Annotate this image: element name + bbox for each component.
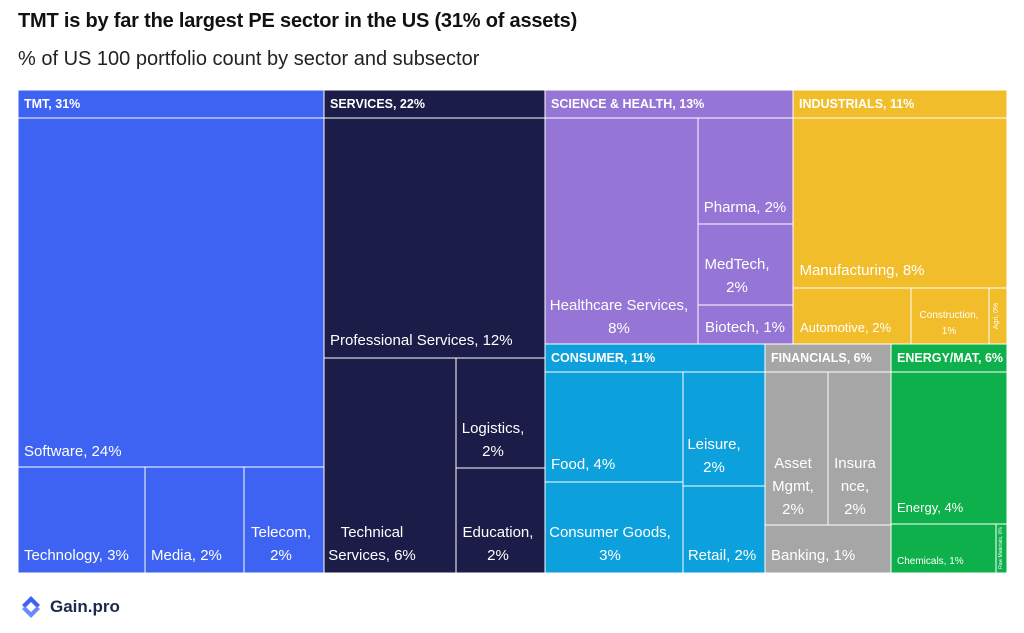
cell-label-medtech: 2% <box>726 279 748 296</box>
cell-retail <box>682 485 766 574</box>
cell-label-raw-materials: Raw Materials, 0% <box>998 527 1004 569</box>
cell-label-telecom: 2% <box>270 547 292 564</box>
sector-label-energy-mat: ENERGY/MAT, 6% <box>897 351 1003 365</box>
cell-label-medtech: MedTech, <box>704 256 769 273</box>
cell-banking <box>764 524 892 574</box>
cell-label-consumer-goods: Consumer Goods, <box>549 524 671 541</box>
cell-label-pharma: Pharma, 2% <box>704 199 787 216</box>
cell-media <box>144 466 245 574</box>
cell-label-technical-services: Services, 6% <box>328 547 416 564</box>
sector-header-financials <box>764 343 892 373</box>
sector-tmt: Software, 24% Technology, 3% Media, 2% Tele… <box>17 89 325 574</box>
sector-header-industrials <box>792 89 1008 119</box>
cell-pharma <box>697 117 794 225</box>
sector-industrials: Manufacturing, 8% Automotive, 2% Construct… <box>792 89 1008 345</box>
sector-financials: Asset Mgmt, 2% Insura nce, 2% Banking, 1% FINAN… <box>764 343 892 574</box>
cell-label-healthcare-services: Healthcare Services, <box>550 297 688 314</box>
sector-consumer: Food, 4% Consumer Goods, 3% Leisure, 2% Retai… <box>544 343 766 574</box>
cell-label-energy: Energy, 4% <box>897 500 964 515</box>
cell-label-education: 2% <box>487 547 509 564</box>
cell-label-consumer-goods: 3% <box>599 547 621 564</box>
cell-label-technology: Technology, 3% <box>24 547 129 564</box>
cell-telecom <box>243 466 325 574</box>
sector-label-financials: FINANCIALS, 6% <box>771 351 872 365</box>
cell-education <box>455 467 546 574</box>
cell-label-biotech: Biotech, 1% <box>705 319 785 336</box>
sector-header-tmt <box>17 89 325 119</box>
cell-label-insurance: Insura <box>834 455 876 472</box>
cell-construction <box>910 287 990 345</box>
cell-label-healthcare-services: 8% <box>608 320 630 337</box>
cell-label-banking: Banking, 1% <box>771 547 855 564</box>
chart-subtitle: % of US 100 portfolio count by sector an… <box>18 48 480 70</box>
cell-label-telecom: Telecom, <box>251 524 311 541</box>
cell-label-manufacturing: Manufacturing, 8% <box>799 262 924 279</box>
cell-consumer-goods <box>544 481 684 574</box>
cell-technical-services <box>323 357 457 574</box>
sector-science-and-health: Healthcare Services, 8% Pharma, 2% MedTech,… <box>544 89 794 345</box>
cell-software <box>17 117 325 468</box>
cell-medtech <box>697 223 794 306</box>
gain-pro-logo-icon <box>22 596 40 618</box>
cell-label-asset-mgmt: 2% <box>782 501 804 518</box>
cell-manufacturing <box>792 117 1008 289</box>
cell-raw-materials <box>995 523 1008 574</box>
cell-label-software: Software, 24% <box>24 443 122 460</box>
cell-label-logistics: 2% <box>482 443 504 460</box>
cell-label-insurance: nce, <box>841 478 869 495</box>
cell-healthcare-services <box>544 117 699 345</box>
gain-pro-logo: Gain.pro <box>18 594 120 620</box>
cell-food <box>544 371 684 483</box>
cell-label-construction: Construction, <box>920 310 979 321</box>
cell-label-media: Media, 2% <box>151 547 222 564</box>
cell-label-insurance: 2% <box>844 501 866 518</box>
cell-label-automotive: Automotive, 2% <box>800 320 891 335</box>
cell-label-leisure: 2% <box>703 459 725 476</box>
cell-energy <box>890 371 1008 525</box>
sector-header-energy-mat <box>890 343 1008 373</box>
sector-label-industrials: INDUSTRIALS, 11% <box>799 97 914 111</box>
cell-label-professional-services: Professional Services, 12% <box>330 332 513 349</box>
cell-label-retail: Retail, 2% <box>688 547 756 564</box>
cell-label-construction: 1% <box>942 326 957 337</box>
sector-services: Professional Services, 12% Technical Servi… <box>323 89 546 574</box>
cell-label-leisure: Leisure, <box>687 436 740 453</box>
sector-header-consumer <box>544 343 766 373</box>
cell-chemicals <box>890 523 997 574</box>
cell-label-food: Food, 4% <box>551 456 615 473</box>
cell-label-chemicals: Chemicals, 1% <box>897 556 964 567</box>
logo-text: Gain.pro <box>50 597 120 616</box>
sector-label-science-and-health: SCIENCE & HEALTH, 13% <box>551 97 704 111</box>
cell-label-agri: Agri, 0% <box>993 303 1000 329</box>
cell-label-logistics: Logistics, <box>462 420 525 437</box>
cell-automotive <box>792 287 912 345</box>
cell-label-technical-services: Technical <box>341 524 404 541</box>
sector-header-science-and-health <box>544 89 794 119</box>
sector-energy-mat: Energy, 4% Chemicals, 1% Raw Materials, 0%… <box>890 343 1008 574</box>
cell-label-education: Education, <box>463 524 534 541</box>
sector-label-services: SERVICES, 22% <box>330 97 425 111</box>
sector-label-consumer: CONSUMER, 11% <box>551 351 655 365</box>
cell-professional-services <box>323 117 546 359</box>
chart-title: TMT is by far the largest PE sector in t… <box>18 10 578 32</box>
cell-label-asset-mgmt: Asset <box>774 455 812 472</box>
cell-label-asset-mgmt: Mgmt, <box>772 478 814 495</box>
sector-label-tmt: TMT, 31% <box>24 97 80 111</box>
